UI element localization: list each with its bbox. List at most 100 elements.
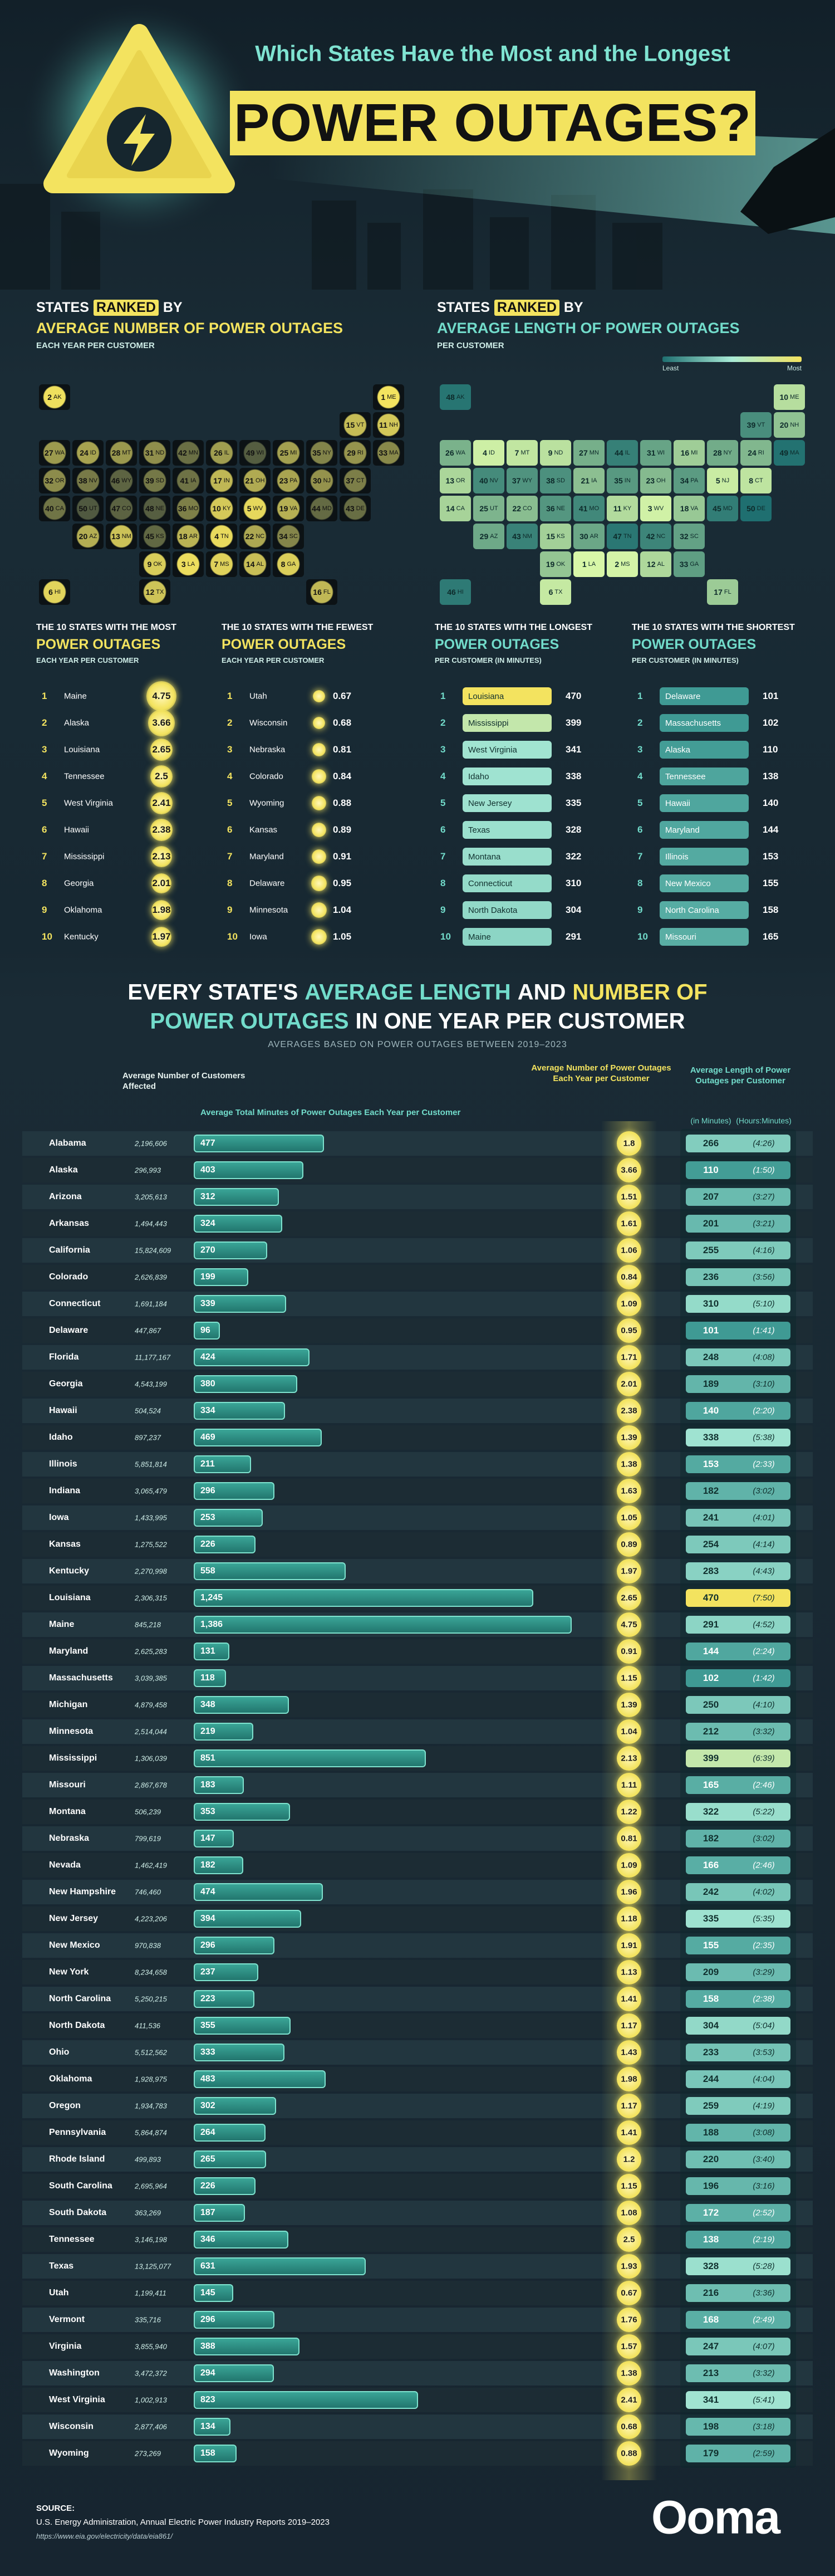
- length-pill: [686, 1241, 790, 1259]
- state-tile: 2 AK: [39, 384, 70, 410]
- state-abbr: ME: [790, 394, 799, 400]
- list-subheading: POWER OUTAGES: [222, 637, 346, 652]
- length-value: 189: [703, 1379, 719, 1389]
- minutes-bar: [194, 2177, 256, 2195]
- length-pill: [686, 1910, 790, 1928]
- map-note: PER CUSTOMER: [437, 341, 504, 350]
- minutes-bar: [194, 1696, 289, 1714]
- list-rank: 8: [637, 878, 643, 888]
- outage-value: 1.63: [621, 1486, 637, 1496]
- list-rank: 9: [440, 905, 446, 915]
- source-label: SOURCE:: [36, 2504, 75, 2513]
- outage-value: 0.67: [621, 2288, 637, 2298]
- outage-dot: [617, 2067, 641, 2091]
- outage-dot: [617, 1372, 641, 1396]
- map-subheading: AVERAGE NUMBER OF POWER OUTAGES: [36, 320, 343, 336]
- length-pill: [686, 1215, 790, 1233]
- state-tile: 34 PA: [674, 468, 705, 493]
- minutes-bar: [194, 1215, 282, 1233]
- minutes-bar: [194, 2124, 266, 2142]
- column-header: Average Number of Customers Affected: [122, 1071, 245, 1091]
- state-pill: Connecticut: [463, 874, 552, 892]
- outage-value: 1.57: [621, 2342, 637, 2352]
- outage-dot: [617, 1987, 641, 2011]
- state-name: Nebraska: [49, 1834, 90, 1843]
- list-note: PER CUSTOMER (IN MINUTES): [435, 656, 542, 664]
- minutes-bar: [194, 1482, 275, 1500]
- length-pill: [686, 1482, 790, 1500]
- state-pill: Hawaii: [660, 794, 749, 812]
- outage-value: 1.93: [621, 2261, 637, 2271]
- length-pill: [686, 1963, 790, 1981]
- length-pill: [686, 1402, 790, 1420]
- state-abbr: MN: [589, 449, 599, 456]
- outage-value: 1.15: [621, 1673, 637, 1683]
- length-hours: (5:10): [753, 1299, 775, 1309]
- list-rank: 1: [637, 691, 643, 701]
- state-pill: Illinois: [660, 848, 749, 866]
- state-rank: 15: [546, 532, 555, 541]
- state-abbr: AZ: [490, 533, 498, 540]
- length-value: 201: [703, 1218, 719, 1229]
- outage-value: 1.71: [621, 1352, 637, 1362]
- row-stripe: [22, 1345, 813, 1370]
- state-rank: 13: [445, 476, 455, 485]
- state-tile: 32 SC: [674, 524, 705, 549]
- state-tile: 36 MO: [173, 496, 204, 521]
- minutes-label: 199: [200, 1272, 215, 1282]
- row-stripe: [22, 1452, 813, 1477]
- minutes-label: 134: [200, 2422, 215, 2431]
- outage-value: 1.05: [621, 1513, 637, 1523]
- outage-value: 1.11: [621, 1780, 637, 1790]
- heading-part: RANKED: [494, 300, 559, 316]
- row-stripe: [22, 1693, 813, 1717]
- list-value: 155: [763, 878, 779, 888]
- outage-value: 0.89: [621, 1539, 637, 1549]
- length-hours: (4:07): [753, 2342, 775, 2352]
- length-value: 304: [703, 2020, 719, 2031]
- length-value: 248: [703, 1352, 719, 1362]
- state-abbr: NH: [389, 422, 398, 428]
- length-hours: (5:22): [753, 1807, 775, 1817]
- minutes-label: 302: [200, 2101, 215, 2110]
- length-pill: [686, 1830, 790, 1847]
- state-tile: 31 WI: [640, 440, 671, 466]
- minutes-label: 334: [200, 1406, 215, 1415]
- state-tile: 21 IA: [573, 468, 605, 493]
- list-state: Delaware: [249, 878, 285, 888]
- bolt: [124, 114, 155, 166]
- list-value: 2.5: [155, 771, 168, 781]
- state-rank: 21: [245, 476, 254, 485]
- state-rank: 37: [512, 476, 521, 485]
- list-rank: 7: [42, 851, 47, 862]
- state-name: Ohio: [49, 2047, 70, 2057]
- list-value: 0.95: [333, 878, 352, 888]
- list-value: 110: [763, 744, 778, 755]
- outage-value: 4.75: [621, 1620, 637, 1630]
- minutes-bar: [194, 2044, 285, 2061]
- state-name: Virginia: [49, 2342, 82, 2351]
- list-rank: 10: [440, 931, 451, 942]
- state-abbr: CA: [55, 505, 64, 512]
- list-rank: 10: [42, 931, 52, 942]
- state-rank: 31: [646, 448, 656, 457]
- length-hours: (2:35): [753, 1940, 775, 1951]
- state-tile: 28 MT: [106, 440, 137, 466]
- length-value: 101: [703, 1325, 719, 1336]
- minutes-label: 483: [200, 2074, 215, 2084]
- state-rank: 33: [379, 448, 388, 457]
- minutes-label: 312: [200, 1192, 215, 1201]
- state-name: Kansas: [49, 1539, 81, 1549]
- list-state: Mississippi: [64, 852, 105, 862]
- value-dot: [312, 742, 326, 757]
- state-rank: 43: [512, 532, 521, 541]
- state-abbr: HI: [54, 589, 61, 595]
- state-pill: Maine: [463, 928, 552, 946]
- state-tile: 43 DE: [340, 496, 371, 521]
- outage-value: 1.13: [621, 1967, 637, 1977]
- outage-value: 1.17: [621, 2101, 637, 2111]
- state-rank: 45: [145, 532, 154, 541]
- state-name: Montana: [49, 1807, 86, 1816]
- length-value: 247: [703, 2341, 719, 2352]
- list-value: 2.38: [152, 824, 171, 835]
